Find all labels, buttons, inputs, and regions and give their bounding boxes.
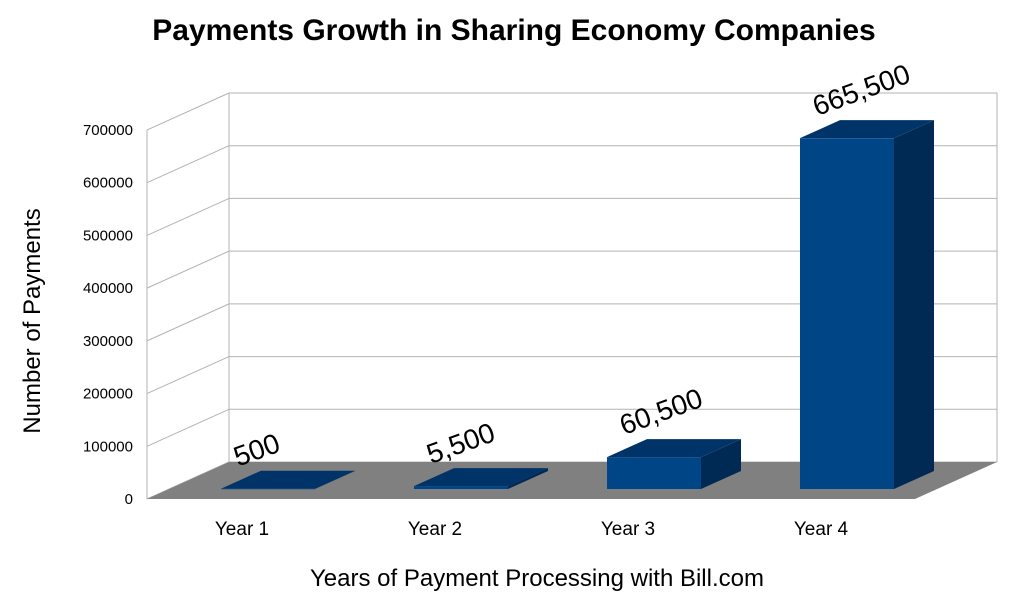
data-label: 665,500 bbox=[808, 58, 914, 122]
bar-4 bbox=[800, 120, 934, 489]
y-tick-label: 0 bbox=[125, 491, 133, 508]
bar-side-face bbox=[508, 468, 548, 489]
x-axis-ticks: Year 1 Year 2 Year 3 Year 4 bbox=[215, 519, 849, 540]
gridline-side bbox=[146, 145, 230, 184]
bar-top-face bbox=[221, 470, 355, 489]
x-tick-label: Year 3 bbox=[601, 519, 655, 540]
bars bbox=[221, 120, 934, 490]
y-tick-label: 500000 bbox=[83, 227, 133, 244]
gridline-side bbox=[146, 92, 230, 131]
chart-floor bbox=[147, 462, 997, 499]
x-tick-label: Year 4 bbox=[794, 519, 849, 540]
bar-side-face bbox=[894, 120, 934, 489]
bar-side-face bbox=[701, 439, 741, 489]
x-axis-title: Years of Payment Processing with Bill.co… bbox=[310, 565, 764, 592]
bar-front-face bbox=[221, 488, 315, 490]
bar-front-face bbox=[800, 138, 894, 489]
bar-top-face bbox=[607, 439, 741, 458]
floor-plane bbox=[147, 462, 997, 499]
gridline-side bbox=[146, 303, 230, 342]
y-tick-label: 400000 bbox=[83, 280, 133, 297]
y-tick-label: 300000 bbox=[83, 333, 133, 350]
y-tick-label: 200000 bbox=[83, 386, 133, 403]
gridline-side bbox=[146, 356, 230, 395]
bar-side-face bbox=[315, 470, 355, 489]
bar-3 bbox=[607, 439, 741, 489]
bar-front-face bbox=[607, 457, 701, 489]
chart-title: Payments Growth in Sharing Economy Compa… bbox=[152, 14, 875, 47]
y-tick-label: 600000 bbox=[83, 175, 133, 192]
gridline-side bbox=[146, 408, 230, 447]
bar-front-face bbox=[414, 486, 508, 489]
y-tick-label: 700000 bbox=[83, 122, 133, 139]
y-tick-label: 100000 bbox=[83, 438, 133, 455]
gridline-side bbox=[146, 250, 230, 289]
bar-top-face bbox=[800, 120, 934, 139]
y-axis-title: Number of Payments bbox=[19, 208, 46, 433]
bar-top-face bbox=[414, 468, 548, 487]
y-axis-ticks: 0 100000 200000 300000 400000 500000 600000 700… bbox=[83, 122, 133, 508]
x-tick-label: Year 1 bbox=[215, 519, 269, 540]
data-label: 60,500 bbox=[615, 382, 706, 440]
gridline-side bbox=[146, 197, 230, 236]
x-tick-label: Year 2 bbox=[408, 519, 462, 540]
bar-2 bbox=[414, 468, 548, 489]
bar-1 bbox=[221, 470, 355, 490]
